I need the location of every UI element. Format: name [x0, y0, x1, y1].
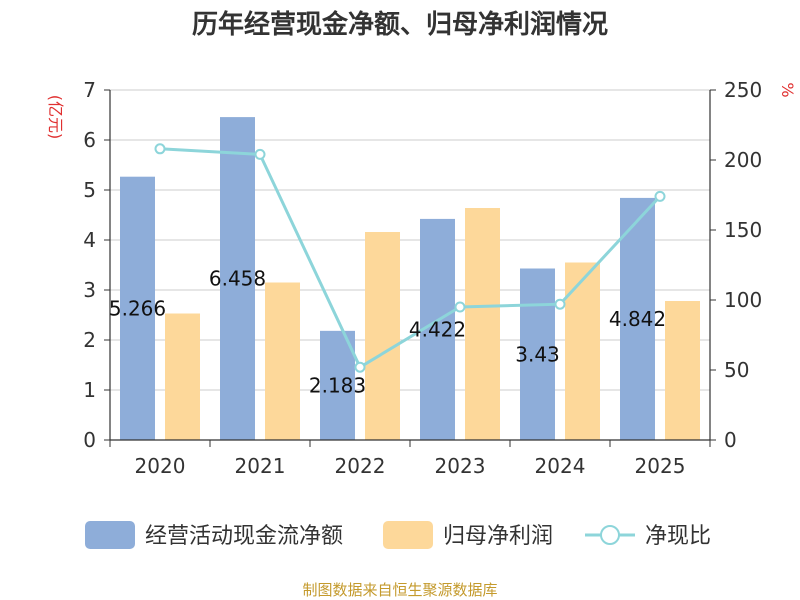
bar-data-label: 2.183: [309, 373, 366, 397]
legend-swatch-ratio-marker: [600, 525, 620, 545]
left-axis-tick-label: 6: [83, 128, 96, 152]
ratio-line: [159, 147, 662, 370]
bar-net-profit: [365, 232, 400, 440]
bar-net-profit: [165, 313, 200, 440]
bars-layer: [120, 117, 700, 440]
ratio-point: [154, 143, 166, 155]
ratio-point: [454, 301, 466, 313]
axes-layer: 0 1 2 3 4 5 6 7 0 50 100 150 200 250 2020 2021 2022 2023 2…: [83, 78, 762, 478]
left-axis-unit: (亿元): [46, 95, 65, 140]
x-axis-tick-label: 2020: [135, 454, 186, 478]
right-axis-tick-label: 250: [724, 78, 762, 102]
left-axis-tick-label: 5: [83, 178, 96, 202]
legend-swatch-net-profit: [383, 521, 433, 549]
ratio-line-layer: [154, 143, 666, 373]
data-labels-layer: 5.266 6.458 2.183 4.422 3.43 4.842: [109, 267, 666, 398]
x-axis-tick-label: 2025: [635, 454, 686, 478]
right-axis-tick-label: 0: [724, 428, 737, 452]
left-axis-tick-label: 3: [83, 278, 96, 302]
left-axis-tick-label: 1: [83, 378, 96, 402]
legend: 经营活动现金流净额 归母净利润 净现比: [85, 521, 711, 549]
x-axis-tick-label: 2023: [435, 454, 486, 478]
ratio-point: [654, 190, 666, 202]
right-axis-tick-label: 200: [724, 148, 762, 172]
legend-swatch-cashflow: [85, 521, 135, 549]
bar-data-label: 6.458: [209, 267, 266, 291]
bar-cashflow: [520, 268, 555, 440]
bar-data-label: 3.43: [515, 342, 560, 366]
left-axis-tick-label: 0: [83, 428, 96, 452]
bar-cashflow: [320, 330, 355, 440]
legend-label: 归母净利润: [443, 524, 553, 549]
right-axis-unit: %: [778, 82, 797, 97]
bar-cashflow: [220, 117, 255, 440]
bar-net-profit: [465, 208, 500, 440]
left-axis-tick-label: 2: [83, 328, 96, 352]
chart-title: 历年经营现金净额、归母净利润情况: [192, 9, 608, 40]
ratio-point: [554, 298, 566, 310]
bar-data-label: 4.842: [609, 307, 666, 331]
x-axis-tick-label: 2021: [235, 454, 286, 478]
bar-cashflow: [420, 218, 455, 440]
bar-cashflow: [120, 176, 155, 440]
legend-label: 净现比: [645, 524, 711, 549]
left-axis-tick-label: 7: [83, 78, 96, 102]
right-axis-tick-label: 150: [724, 218, 762, 242]
bar-net-profit: [665, 301, 700, 440]
ratio-point: [254, 148, 266, 160]
right-axis-tick-label: 50: [724, 358, 749, 382]
bar-data-label: 5.266: [109, 296, 166, 320]
left-axis-tick-label: 4: [83, 228, 96, 252]
bar-data-label: 4.422: [409, 317, 466, 341]
ratio-point: [354, 361, 366, 373]
bar-cashflow: [620, 197, 655, 440]
x-axis-tick-label: 2022: [335, 454, 386, 478]
gridlines: [110, 89, 710, 391]
legend-label: 经营活动现金流净额: [145, 524, 343, 549]
source-note: 制图数据来自恒生聚源数据库: [302, 581, 497, 599]
right-axis-tick-label: 100: [724, 288, 762, 312]
bar-net-profit: [265, 282, 300, 440]
x-axis-tick-label: 2024: [535, 454, 586, 478]
bar-net-profit: [565, 262, 600, 440]
